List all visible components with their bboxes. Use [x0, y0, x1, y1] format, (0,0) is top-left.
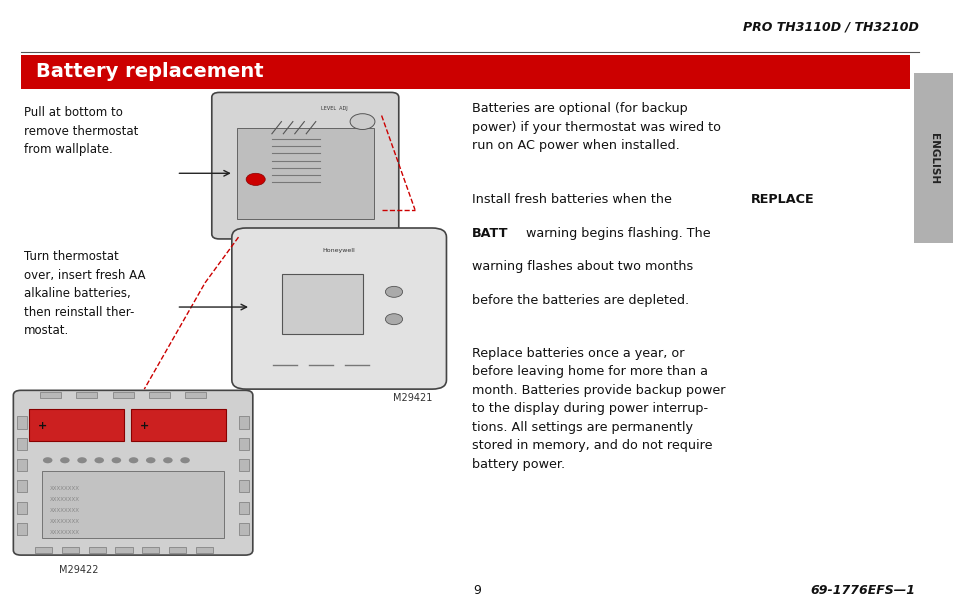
Circle shape: [163, 457, 172, 463]
Bar: [142, 547, 159, 553]
Bar: [149, 392, 170, 398]
Text: Pull at bottom to
remove thermostat
from wallplate.: Pull at bottom to remove thermostat from…: [24, 106, 138, 156]
Circle shape: [246, 173, 265, 185]
Circle shape: [146, 457, 155, 463]
FancyBboxPatch shape: [232, 228, 446, 389]
Text: Battery replacement: Battery replacement: [36, 62, 264, 81]
Circle shape: [43, 457, 52, 463]
Text: ENGLISH: ENGLISH: [928, 133, 938, 184]
Text: M29422: M29422: [59, 565, 98, 575]
Bar: [40, 392, 61, 398]
Bar: [76, 392, 97, 398]
Bar: [112, 392, 133, 398]
Circle shape: [129, 457, 138, 463]
Text: LEVEL  ADJ: LEVEL ADJ: [320, 106, 347, 111]
Text: before the batteries are depleted.: before the batteries are depleted.: [472, 294, 689, 306]
Text: warning flashes about two months: warning flashes about two months: [472, 260, 693, 273]
FancyBboxPatch shape: [236, 128, 374, 219]
Text: Turn thermostat
over, insert fresh AA
alkaline batteries,
then reinstall ther-
m: Turn thermostat over, insert fresh AA al…: [24, 250, 145, 337]
Text: Install fresh batteries when the: Install fresh batteries when the: [472, 193, 676, 206]
FancyBboxPatch shape: [29, 409, 124, 441]
Text: 9: 9: [473, 584, 480, 598]
Bar: [239, 502, 249, 514]
Text: XXXXXXXX: XXXXXXXX: [50, 530, 79, 534]
Text: XXXXXXXX: XXXXXXXX: [50, 486, 79, 491]
Bar: [17, 416, 27, 429]
Text: +: +: [38, 421, 48, 430]
Bar: [89, 547, 106, 553]
Text: Honeywell: Honeywell: [322, 248, 355, 253]
Bar: [239, 416, 249, 429]
Text: +: +: [140, 421, 150, 430]
Text: XXXXXXXX: XXXXXXXX: [50, 508, 79, 513]
FancyBboxPatch shape: [21, 55, 909, 89]
Bar: [239, 480, 249, 492]
Circle shape: [385, 314, 402, 325]
Circle shape: [94, 457, 104, 463]
Bar: [17, 438, 27, 450]
Circle shape: [350, 114, 375, 130]
Bar: [62, 547, 79, 553]
Bar: [169, 547, 186, 553]
FancyBboxPatch shape: [212, 92, 398, 239]
Text: M29421: M29421: [393, 393, 432, 403]
Text: REPLACE: REPLACE: [750, 193, 814, 206]
Text: warning begins flashing. The: warning begins flashing. The: [521, 227, 710, 240]
Circle shape: [385, 286, 402, 297]
Bar: [239, 459, 249, 471]
Bar: [115, 547, 132, 553]
Bar: [185, 392, 206, 398]
Text: Batteries are optional (for backup
power) if your thermostat was wired to
run on: Batteries are optional (for backup power…: [472, 102, 720, 152]
Circle shape: [77, 457, 87, 463]
Bar: [239, 438, 249, 450]
FancyBboxPatch shape: [13, 390, 253, 555]
FancyBboxPatch shape: [282, 274, 363, 334]
FancyBboxPatch shape: [42, 471, 224, 538]
Bar: [239, 523, 249, 535]
Bar: [17, 480, 27, 492]
Text: PRO TH3110D / TH3210D: PRO TH3110D / TH3210D: [742, 21, 918, 34]
Text: Replace batteries once a year, or
before leaving home for more than a
month. Bat: Replace batteries once a year, or before…: [472, 347, 725, 471]
Circle shape: [112, 457, 121, 463]
Bar: [17, 523, 27, 535]
Text: BATT: BATT: [472, 227, 508, 240]
Text: 69-1776EFS—1: 69-1776EFS—1: [810, 584, 915, 598]
Bar: [17, 459, 27, 471]
FancyBboxPatch shape: [913, 73, 953, 243]
Bar: [35, 547, 52, 553]
Text: XXXXXXXX: XXXXXXXX: [50, 497, 79, 502]
Circle shape: [60, 457, 70, 463]
Text: XXXXXXXX: XXXXXXXX: [50, 519, 79, 523]
Bar: [17, 502, 27, 514]
Circle shape: [180, 457, 190, 463]
FancyBboxPatch shape: [131, 409, 226, 441]
Bar: [195, 547, 213, 553]
